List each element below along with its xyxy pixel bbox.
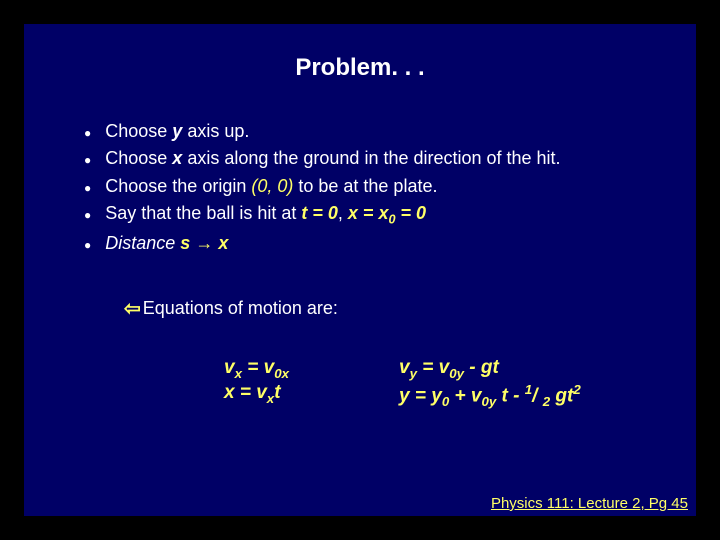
bullet-text: Distance s → x xyxy=(105,232,228,255)
bullet-icon: ● xyxy=(84,153,91,167)
bullet-list: ● Choose y axis up. ● Choose x axis alon… xyxy=(84,120,666,256)
slide-title: Problem. . . xyxy=(24,54,696,82)
equation: vx = v0x xyxy=(224,357,289,381)
list-item: ● Choose the origin (0, 0) to be at the … xyxy=(84,175,666,198)
bullet-text: Choose y axis up. xyxy=(105,120,249,143)
list-item: ● Say that the ball is hit at t = 0, x =… xyxy=(84,202,666,228)
bullet-icon: ● xyxy=(84,181,91,195)
equations-right: vy = v0y - gt y = y0 + v0y t - 1/ 2 gt2 xyxy=(399,357,581,410)
bullet-text: Say that the ball is hit at t = 0, x = x… xyxy=(105,202,426,228)
footer: Physics 111: Lecture 2, Pg 45 xyxy=(491,495,688,512)
list-item: ● Choose x axis along the ground in the … xyxy=(84,147,666,170)
bullet-text: Choose the origin (0, 0) to be at the pl… xyxy=(105,175,437,198)
bullet-icon: ● xyxy=(84,208,91,222)
equation: y = y0 + v0y t - 1/ 2 gt2 xyxy=(399,382,581,409)
slide: Problem. . . ● Choose y axis up. ● Choos… xyxy=(24,24,696,516)
list-item: ● Choose y axis up. xyxy=(84,120,666,143)
equations-left: vx = v0x x = vxt xyxy=(224,357,289,410)
equations-header: ⇦ Equations of motion are: xyxy=(124,296,696,321)
equation: x = vxt xyxy=(224,382,289,406)
list-item: ● Distance s → x xyxy=(84,232,666,255)
bullet-icon: ● xyxy=(84,238,91,252)
bullet-text: Choose x axis along the ground in the di… xyxy=(105,147,560,170)
bullet-icon: ● xyxy=(84,126,91,140)
equation: vy = v0y - gt xyxy=(399,357,581,381)
equations: vx = v0x x = vxt vy = v0y - gt y = y0 + … xyxy=(224,357,696,410)
arrow-left-icon: ⇦ xyxy=(124,296,141,321)
